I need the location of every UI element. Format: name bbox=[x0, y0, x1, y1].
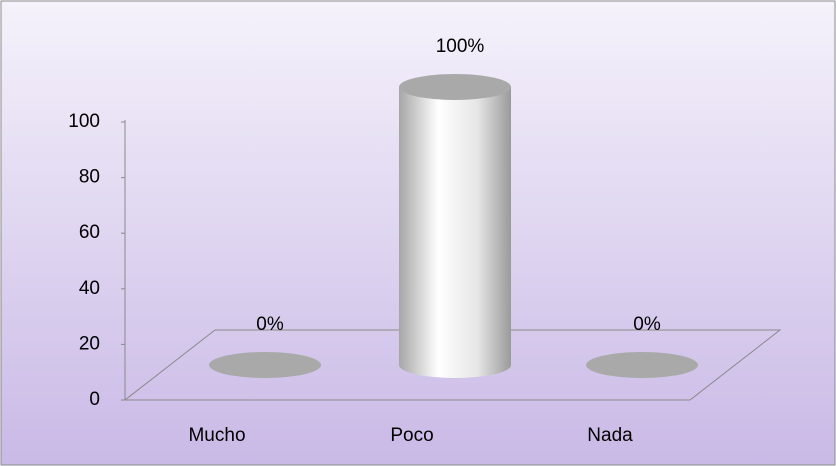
y-tick-label: 80 bbox=[79, 167, 100, 188]
cylinder bbox=[209, 352, 321, 378]
cylinder-top bbox=[209, 352, 321, 378]
x-tick-label: Nada bbox=[587, 425, 633, 446]
cylinder bbox=[399, 74, 511, 378]
y-tick-label: 40 bbox=[79, 278, 100, 299]
y-tick-label: 60 bbox=[79, 222, 100, 243]
x-tick-label: Mucho bbox=[188, 425, 245, 446]
value-label: 100% bbox=[436, 36, 485, 57]
value-label: 0% bbox=[633, 314, 661, 335]
floor bbox=[123, 329, 782, 401]
cylinder-bottom bbox=[399, 352, 511, 378]
y-tick-label: 100 bbox=[68, 111, 100, 132]
y-tick-label: 0 bbox=[89, 389, 100, 410]
cylinder-body bbox=[399, 87, 511, 365]
value-label: 0% bbox=[256, 314, 284, 335]
cylinder-top bbox=[586, 352, 698, 378]
y-tick-label: 20 bbox=[79, 333, 100, 354]
x-tick-label: Poco bbox=[390, 425, 433, 446]
cylinder bbox=[586, 352, 698, 378]
cylinder-top bbox=[399, 74, 511, 100]
